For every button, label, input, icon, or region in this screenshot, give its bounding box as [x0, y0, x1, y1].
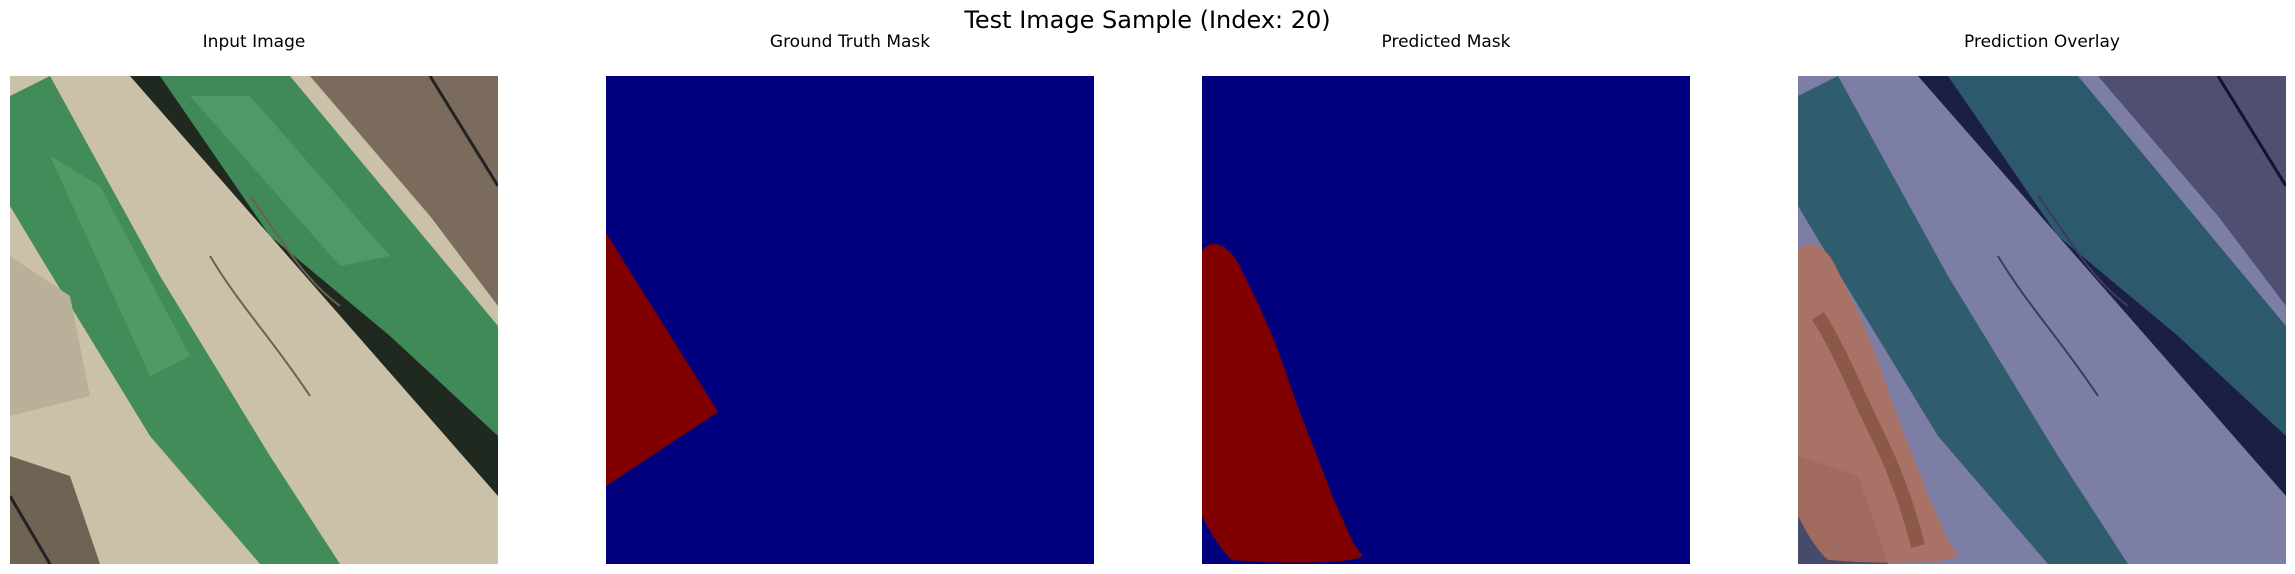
background-region [606, 76, 1094, 564]
foreground-region [1202, 243, 1363, 563]
ground-truth-mask [606, 76, 1094, 564]
prediction-overlay [1798, 76, 2286, 564]
panel-title: Input Image [202, 32, 306, 52]
foreground-region [606, 233, 718, 486]
input-image [10, 76, 498, 564]
panel-title: Predicted Mask [1381, 32, 1511, 52]
predicted-mask [1202, 76, 1690, 564]
panel-title: Prediction Overlay [1964, 32, 2120, 52]
panel-title: Ground Truth Mask [769, 32, 931, 52]
figure-title: Test Image Sample (Index: 20) [964, 6, 1331, 34]
